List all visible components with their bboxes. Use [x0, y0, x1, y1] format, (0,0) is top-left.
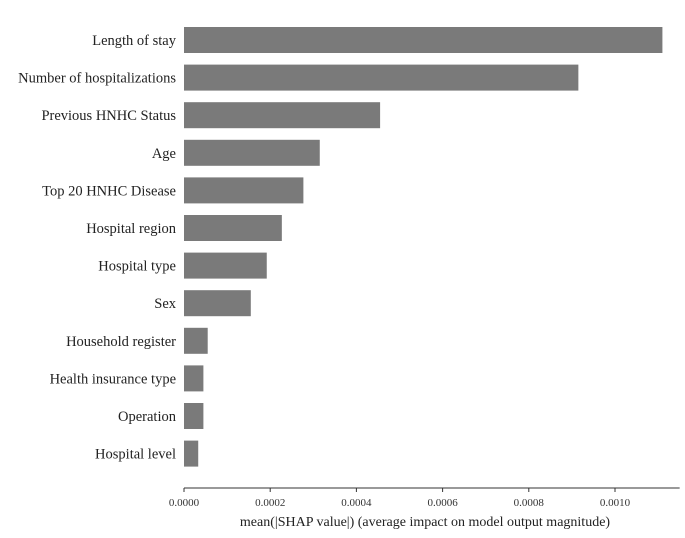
- category-label: Household register: [66, 334, 176, 350]
- x-tick-label: 0.0000: [169, 497, 200, 509]
- category-labels: Length of stay Number of hospitalizations…: [18, 33, 177, 463]
- bar-hospital-type: [184, 252, 267, 279]
- category-label: Operation: [118, 409, 177, 425]
- category-label: Health insurance type: [50, 371, 176, 387]
- bar-health-insurance-type: [184, 365, 204, 392]
- bar-operation: [184, 403, 204, 429]
- bar-number-of-hospitalizations: [184, 64, 579, 91]
- category-label: Hospital region: [86, 221, 177, 237]
- bar-household-register: [184, 327, 208, 354]
- category-label: Number of hospitalizations: [18, 71, 176, 87]
- x-tick-label: 0.0008: [514, 497, 545, 509]
- category-label: Previous HNHC Status: [41, 108, 176, 124]
- bars-layer: [184, 27, 663, 467]
- category-label: Sex: [154, 296, 177, 312]
- x-axis-label: mean(|SHAP value|) (average impact on mo…: [240, 515, 610, 530]
- bar-hospital-region: [184, 215, 282, 241]
- category-label: Age: [152, 146, 176, 162]
- x-tick-label: 0.0006: [427, 497, 458, 509]
- category-label: Hospital level: [95, 447, 176, 463]
- x-tick-label: 0.0002: [255, 497, 285, 509]
- bar-previous-hnhc-status: [184, 102, 381, 129]
- category-label: Top 20 HNHC Disease: [42, 183, 176, 199]
- category-label: Hospital type: [98, 259, 176, 275]
- bar-hospital-level: [184, 440, 199, 467]
- x-ticks: 0.0000 0.0002 0.0004 0.0006 0.0008 0.0010: [169, 488, 631, 509]
- x-tick-label: 0.0004: [341, 497, 372, 509]
- bar-age: [184, 139, 320, 166]
- bar-top-20-hnhc-disease: [184, 177, 304, 204]
- x-tick-label: 0.0010: [600, 497, 631, 509]
- bar-sex: [184, 290, 251, 317]
- category-label: Length of stay: [92, 33, 177, 49]
- bar-length-of-stay: [184, 27, 663, 53]
